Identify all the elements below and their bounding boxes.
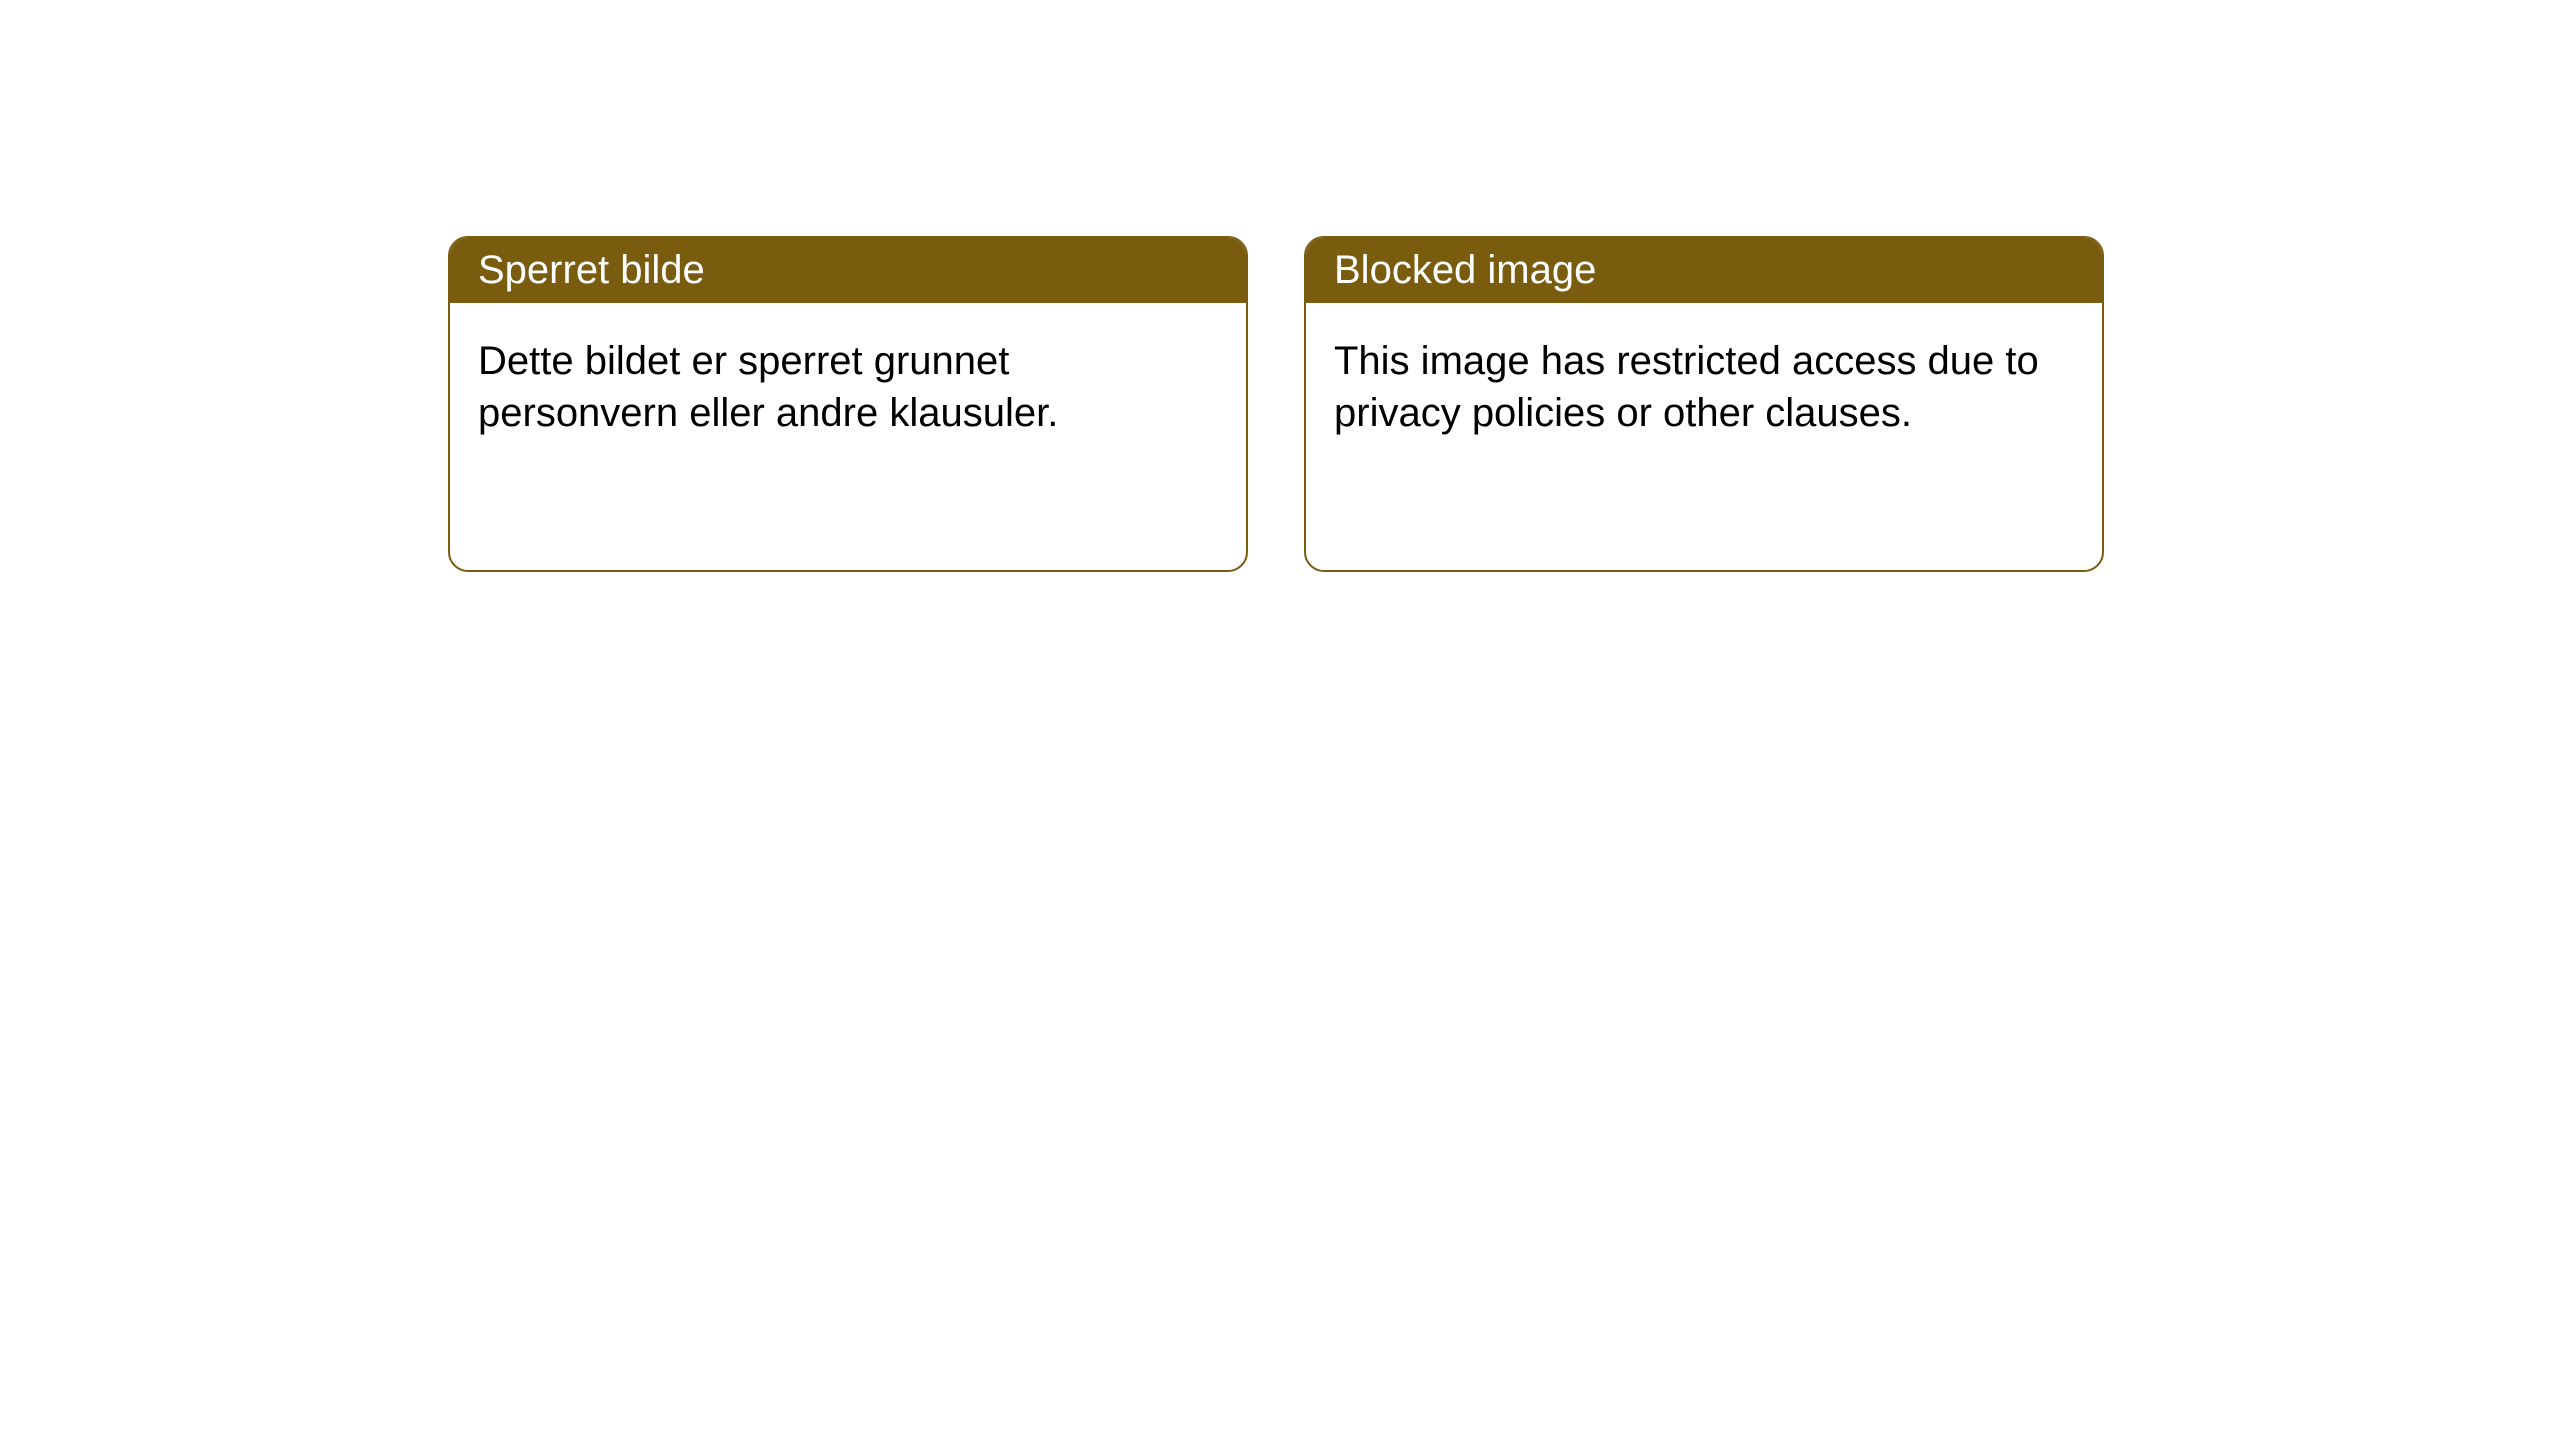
card-title: Blocked image: [1334, 248, 1596, 292]
card-header: Sperret bilde: [450, 238, 1246, 303]
card-body-text: This image has restricted access due to …: [1334, 339, 2039, 435]
card-body: This image has restricted access due to …: [1306, 303, 2102, 471]
notice-container: Sperret bilde Dette bildet er sperret gr…: [0, 0, 2560, 572]
card-body-text: Dette bildet er sperret grunnet personve…: [478, 339, 1058, 435]
card-header: Blocked image: [1306, 238, 2102, 303]
notice-card-english: Blocked image This image has restricted …: [1304, 236, 2104, 572]
card-body: Dette bildet er sperret grunnet personve…: [450, 303, 1246, 471]
card-title: Sperret bilde: [478, 248, 705, 292]
notice-card-norwegian: Sperret bilde Dette bildet er sperret gr…: [448, 236, 1248, 572]
